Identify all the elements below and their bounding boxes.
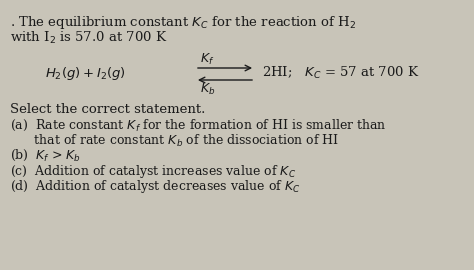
Text: . The equilibrium constant $K_C$ for the reaction of H$_2$: . The equilibrium constant $K_C$ for the… [10,14,356,31]
Text: with I$_2$ is 57.0 at 700 K: with I$_2$ is 57.0 at 700 K [10,30,167,46]
Text: $H_2(g)+I_2(g)$: $H_2(g)+I_2(g)$ [45,65,126,82]
Text: (d)  Addition of catalyst decreases value of $K_C$: (d) Addition of catalyst decreases value… [10,178,301,195]
Text: (c)  Addition of catalyst increases value of $K_C$: (c) Addition of catalyst increases value… [10,163,296,180]
Text: 2HI;   $K_C$ = 57 at 700 K: 2HI; $K_C$ = 57 at 700 K [262,65,419,81]
Text: $K_f$: $K_f$ [200,52,214,67]
Text: that of rate constant $K_b$ of the dissociation of HI: that of rate constant $K_b$ of the disso… [10,133,339,149]
Text: (b)  $K_f$ > $K_b$: (b) $K_f$ > $K_b$ [10,148,81,163]
Text: (a)  Rate constant $K_f$ for the formation of HI is smaller than: (a) Rate constant $K_f$ for the formatio… [10,118,387,133]
Text: Select the correct statement.: Select the correct statement. [10,103,205,116]
Text: $K_b$: $K_b$ [200,82,215,97]
